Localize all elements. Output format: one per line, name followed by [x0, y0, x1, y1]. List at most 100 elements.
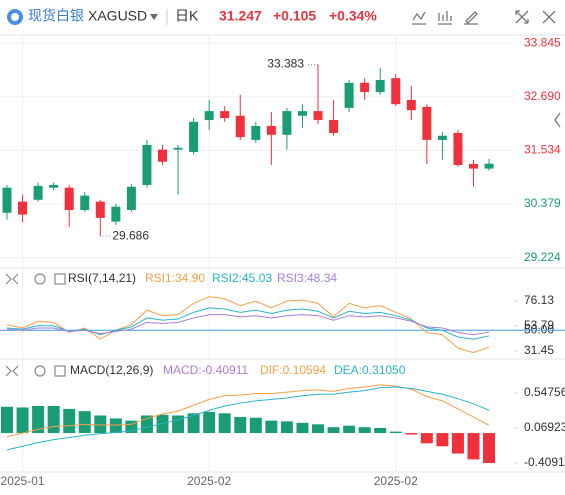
- candle-body: [142, 145, 152, 185]
- y-tick-label: 30.379: [524, 196, 561, 210]
- candle-body: [297, 111, 307, 116]
- panel-collapse-icon[interactable]: [5, 365, 19, 377]
- candle-body: [64, 187, 74, 210]
- macd-bar: [327, 427, 340, 434]
- annotation: 33.383: [267, 57, 304, 71]
- indicator-line: [6, 314, 490, 336]
- macd-bar: [405, 433, 418, 435]
- candle-body: [406, 99, 416, 111]
- period[interactable]: 日K: [175, 8, 199, 24]
- candle-body: [95, 201, 105, 218]
- legend-entry: RSI3:48.34: [277, 271, 337, 285]
- candle-body: [158, 149, 167, 162]
- macd-bar: [312, 424, 324, 434]
- legend-entry: DIF:0.10594: [260, 363, 326, 377]
- indicator-line: [6, 386, 490, 451]
- macd-title: MACD(12,26,9): [70, 363, 153, 377]
- macd-bar: [187, 413, 200, 434]
- macd-bar: [16, 407, 29, 434]
- macd-bar: [436, 433, 449, 447]
- candle-body: [251, 125, 261, 140]
- macd-bar: [265, 420, 278, 434]
- macd-bar: [451, 433, 464, 454]
- panel-settings-icon[interactable]: [34, 273, 46, 285]
- legend-entry: RSI2:45.03: [212, 271, 272, 285]
- price-change-pct: +0.34%: [329, 8, 377, 24]
- macd-bar: [358, 427, 371, 434]
- candle-body: [126, 186, 136, 210]
- y-tick-label: 31.45: [524, 343, 554, 357]
- logo-inner: [11, 13, 19, 21]
- panel-collapse-icon[interactable]: [5, 273, 19, 285]
- annotation: 29.686: [112, 228, 149, 242]
- macd-bar: [203, 411, 216, 434]
- legend-entry: DEA:0.31050: [334, 363, 406, 377]
- macd-bar: [483, 433, 496, 464]
- candle-body: [437, 135, 447, 140]
- close-icon[interactable]: [542, 10, 556, 24]
- macd-bar: [234, 416, 247, 434]
- macd-bar: [296, 422, 309, 434]
- candle-body: [360, 82, 370, 93]
- x-tick-label: 2025-01: [1, 474, 45, 488]
- macd-bar: [389, 431, 402, 434]
- expand-icon[interactable]: [515, 10, 529, 24]
- candle-body: [282, 111, 292, 135]
- y-tick-label: 29.224: [524, 250, 561, 264]
- side-arrow[interactable]: [554, 112, 561, 128]
- macd-bar: [374, 427, 387, 434]
- candle-body: [18, 201, 28, 215]
- panel-checkbox[interactable]: [54, 273, 66, 285]
- macd-bar: [63, 408, 76, 434]
- candle-body: [235, 115, 245, 138]
- candle-body: [49, 184, 59, 188]
- symbol[interactable]: XAGUSD: [88, 8, 147, 24]
- panel-checkbox[interactable]: [54, 365, 66, 377]
- y-tick-label: 0.06923: [524, 420, 565, 434]
- macd-bar: [280, 421, 293, 434]
- tool-icon[interactable]: [438, 11, 452, 25]
- macd-bar: [125, 420, 138, 434]
- tool-icon[interactable]: [464, 11, 478, 25]
- candle-body: [469, 164, 478, 169]
- legend-entry: RSI1:34.90: [145, 271, 205, 285]
- macd-bar: [47, 405, 60, 434]
- y-tick-label: 33.845: [524, 35, 561, 49]
- macd-bar: [1, 406, 13, 434]
- y-tick-label: 53.79: [524, 318, 554, 332]
- y-tick-label: 31.534: [524, 143, 561, 157]
- indicator-line: [6, 296, 490, 354]
- price-change: +0.105: [273, 8, 316, 24]
- candle-body: [189, 121, 199, 152]
- candle-body: [422, 106, 432, 140]
- panel-settings-icon[interactable]: [34, 365, 46, 377]
- y-tick-label: 76.13: [524, 293, 554, 307]
- macd-bar: [467, 433, 480, 460]
- candle-body: [344, 82, 354, 108]
- y-tick-label: 32.690: [524, 89, 561, 103]
- candle-body: [111, 206, 121, 222]
- candle-body: [453, 132, 463, 165]
- candle-body: [33, 185, 43, 200]
- y-tick-label: -0.40911: [524, 455, 565, 469]
- rsi-title: RSI(7,14,21): [68, 271, 136, 285]
- macd-bar: [172, 415, 185, 434]
- candle-body: [80, 195, 90, 210]
- candle-body: [375, 80, 385, 93]
- candle-body: [391, 78, 401, 105]
- macd-bar: [343, 425, 356, 434]
- y-tick-label: 0.54756: [524, 385, 565, 399]
- macd-bar: [78, 411, 91, 434]
- candle-body: [313, 111, 323, 120]
- macd-bar: [32, 405, 45, 434]
- dropdown-arrow[interactable]: [150, 14, 158, 20]
- legend-entry: MACD:-0.40911: [163, 363, 248, 377]
- candle-body: [220, 111, 230, 119]
- macd-bar: [249, 417, 262, 434]
- candle-body: [204, 111, 214, 120]
- indicator-line: [6, 307, 490, 340]
- tool-icon[interactable]: [412, 11, 426, 25]
- candle-body: [173, 147, 183, 150]
- x-tick-label: 2025-02: [187, 474, 231, 488]
